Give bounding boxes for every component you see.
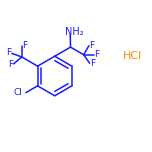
Text: Cl: Cl: [14, 88, 22, 97]
Text: F: F: [89, 41, 94, 50]
Text: F: F: [94, 50, 99, 59]
Text: F: F: [90, 59, 95, 68]
Text: NH₂: NH₂: [65, 27, 84, 37]
Text: F: F: [22, 41, 27, 50]
Text: F: F: [7, 48, 12, 57]
Text: HCl: HCl: [123, 51, 143, 61]
Text: F: F: [8, 60, 13, 69]
